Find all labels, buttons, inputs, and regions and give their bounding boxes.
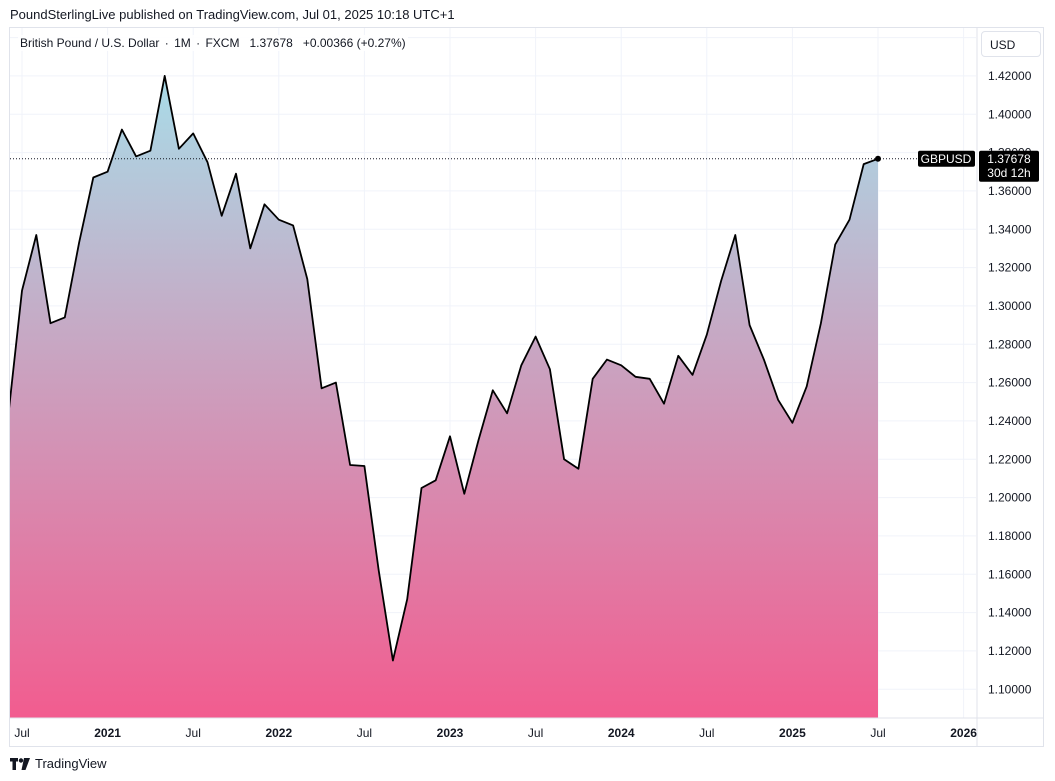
price-axis-tick-label: 1.24000 (988, 414, 1032, 428)
time-axis-tick-label: 2023 (437, 726, 464, 740)
price-axis-tick-label: 1.34000 (988, 222, 1032, 236)
price-axis-tick-label: 1.12000 (988, 644, 1032, 658)
legend-exchange: FXCM (205, 36, 240, 50)
legend-separator: · (196, 36, 201, 50)
price-line (10, 75, 879, 662)
time-axis-tick-label: 2026 (950, 726, 977, 740)
time-axis-tick-label: Jul (699, 726, 714, 740)
price-axis-tick-label: 1.14000 (988, 606, 1032, 620)
time-axis-tick-label: Jul (357, 726, 372, 740)
price-axis-tick-label: 1.30000 (988, 299, 1032, 313)
time-axis-tick-label: 2022 (265, 726, 292, 740)
price-axis-tick-label: 1.10000 (988, 682, 1032, 696)
legend-change: +0.00366 (302, 36, 354, 50)
price-axis[interactable]: 1.440001.420001.400001.380001.360001.340… (988, 31, 1032, 697)
time-axis[interactable]: Jul 2021 Jul 2022 Jul 2023 Jul 2024 Jul 2025 Jul 20… (14, 726, 977, 740)
time-axis-tick-label: Jul (870, 726, 885, 740)
legend-symbol: British Pound / U.S. Dollar (20, 36, 160, 50)
price-axis-tick-label: 1.40000 (988, 107, 1032, 121)
price-axis-tick-label: 1.22000 (988, 452, 1032, 466)
time-axis-tick-label: Jul (528, 726, 543, 740)
price-axis-tick-label: 1.16000 (988, 567, 1032, 581)
legend-last-price: 1.37678 (249, 36, 293, 50)
chart-frame (9, 27, 1044, 747)
currency-button[interactable]: USD (981, 31, 1041, 57)
time-axis-tick-label: Jul (14, 726, 29, 740)
price-axis-tick-label: 1.42000 (988, 69, 1032, 83)
published-by-line: PoundSterlingLive published on TradingVi… (10, 7, 455, 22)
time-axis-tick-label: 2025 (779, 726, 806, 740)
legend-interval: 1M (174, 36, 191, 50)
tag-price-bg (979, 150, 1039, 182)
last-price-dot (875, 155, 881, 162)
last-price-tag: GBPUSD 1.37678 30d 12h (918, 150, 1039, 182)
tradingview-logo[interactable]: TradingView (10, 756, 107, 771)
price-axis-tick-label: 1.18000 (988, 529, 1032, 543)
tag-symbol-bg (918, 150, 975, 167)
tradingview-logo-icon (10, 757, 30, 770)
price-axis-tick-label: 1.36000 (988, 184, 1032, 198)
legend-separator: · (164, 36, 169, 50)
time-axis-tick-label: Jul (186, 726, 201, 740)
time-axis-tick-label: 2021 (94, 726, 121, 740)
time-axis-tick-label: 2024 (608, 726, 635, 740)
price-axis-tick-label: 1.26000 (988, 376, 1032, 390)
legend-change-percent: (+0.27%) (356, 36, 406, 50)
price-axis-tick-label: 1.20000 (988, 491, 1032, 505)
price-axis-tick-label: 1.32000 (988, 261, 1032, 275)
price-axis-tick-label: 1.28000 (988, 337, 1032, 351)
symbol-legend[interactable]: British Pound / U.S. Dollar · 1M · FXCM … (18, 35, 408, 51)
tag-price-label: 1.37678 (987, 152, 1031, 166)
price-area-fill (10, 75, 878, 718)
tag-countdown-label: 30d 12h (987, 166, 1030, 180)
tradingview-logo-text: TradingView (35, 756, 107, 771)
tag-symbol-label: GBPUSD (921, 152, 972, 166)
